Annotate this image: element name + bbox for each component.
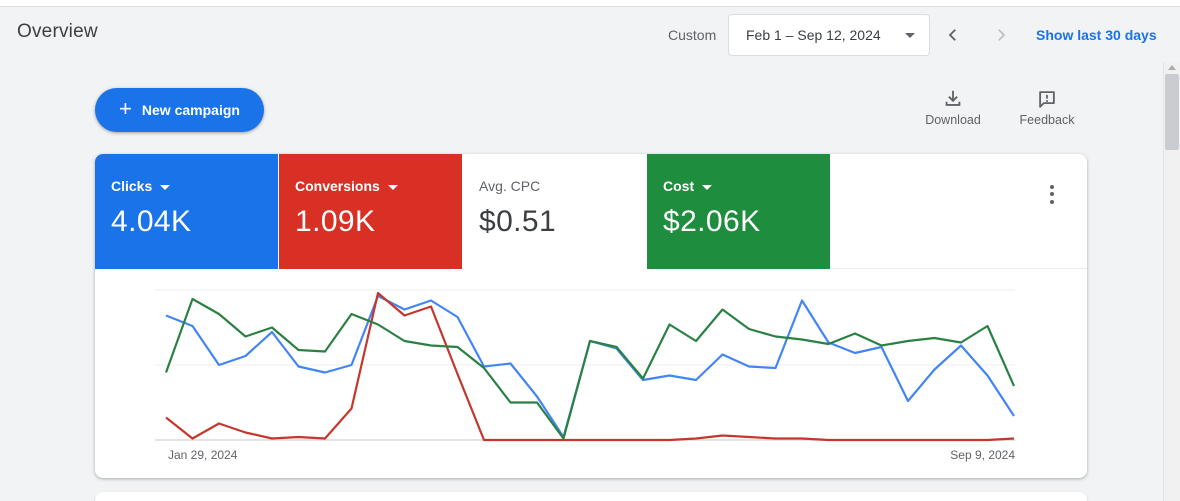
feedback-icon	[1039, 91, 1055, 108]
new-campaign-label: New campaign	[141, 102, 240, 118]
date-range-picker[interactable]: Feb 1 – Sep 12, 2024	[728, 14, 930, 56]
metric-label: Clicks	[111, 178, 153, 194]
series-clicks	[165, 294, 1015, 439]
top-toolbar-edge	[0, 0, 1180, 7]
page-title: Overview	[17, 21, 98, 42]
metric-value: 1.09K	[295, 205, 376, 238]
chevron-right-icon	[998, 29, 1006, 41]
caret-down-icon	[160, 184, 171, 190]
vertical-scrollbar[interactable]	[1163, 62, 1180, 501]
metric-value: 4.04K	[111, 205, 192, 238]
metric-value: $0.51	[479, 205, 557, 238]
feedback-label: Feedback	[1019, 113, 1075, 127]
next-period-button[interactable]	[984, 20, 1018, 50]
plus-icon: +	[119, 96, 132, 121]
download-label: Download	[925, 113, 981, 127]
x-axis-start-label: Jan 29, 2024	[168, 448, 238, 462]
kebab-menu-icon	[1050, 184, 1054, 189]
metric-label: Cost	[663, 178, 695, 194]
scrollbar-up-arrow-icon	[1168, 65, 1176, 70]
overview-summary-card: Clicks 4.04K Conversions 1.09K Avg. CPC …	[95, 154, 1087, 478]
download-button[interactable]: Download	[920, 88, 986, 134]
download-icon	[945, 90, 961, 106]
new-campaign-button[interactable]: + New campaign	[95, 88, 264, 132]
series-conversions	[165, 291, 1015, 442]
caret-down-icon	[702, 184, 713, 190]
caret-down-icon	[387, 184, 398, 190]
date-range-value: Feb 1 – Sep 12, 2024	[746, 27, 881, 43]
metric-label: Conversions	[295, 178, 380, 194]
metric-card-cost[interactable]: Cost $2.06K	[647, 154, 831, 269]
chevron-left-icon	[948, 29, 956, 41]
x-axis-end-label: Sep 9, 2024	[950, 448, 1015, 462]
next-section-card	[95, 492, 1087, 501]
overview-chart	[155, 287, 1016, 443]
metric-card-conversions[interactable]: Conversions 1.09K	[279, 154, 463, 269]
feedback-button[interactable]: Feedback	[1014, 88, 1080, 134]
line-chart	[155, 289, 1016, 442]
card-overflow-menu-button[interactable]	[1039, 174, 1065, 214]
metric-card-avg-cpc: Avg. CPC $0.51	[463, 154, 647, 269]
metric-value: $2.06K	[663, 205, 761, 238]
caret-down-icon	[905, 32, 915, 38]
series-cost	[164, 297, 1016, 440]
show-last-30-days-link[interactable]: Show last 30 days	[1036, 27, 1157, 43]
scrollbar-thumb[interactable]	[1165, 74, 1179, 150]
metric-label: Avg. CPC	[479, 178, 541, 194]
previous-period-button[interactable]	[936, 20, 970, 50]
date-range-type-label: Custom	[668, 27, 717, 43]
metric-card-clicks[interactable]: Clicks 4.04K	[95, 154, 279, 269]
